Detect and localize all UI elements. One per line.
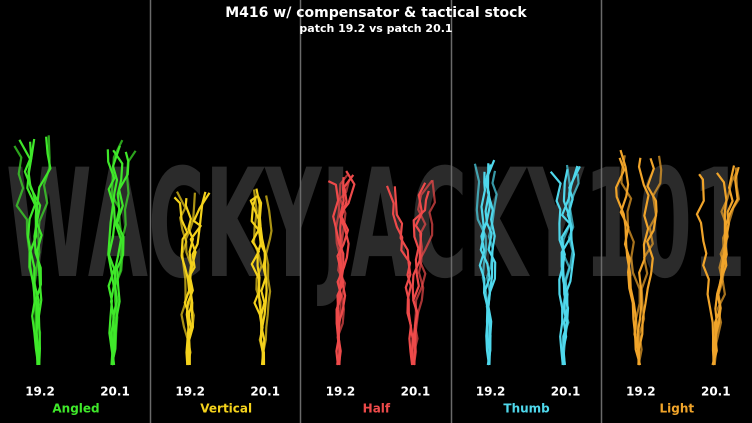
grip-label: Light: [659, 402, 694, 416]
spray-line: [620, 155, 641, 366]
spray-line: [262, 195, 273, 366]
dividers: [149, 0, 603, 423]
spray-line: [695, 173, 716, 366]
grip-label: Half: [363, 402, 391, 416]
spray-patterns: [13, 135, 741, 366]
spray-line: [393, 186, 415, 366]
spray-line: [110, 149, 124, 366]
spray-group: [385, 179, 436, 366]
spray-group: [473, 159, 498, 366]
spray-group: [695, 165, 741, 366]
spray-line: [173, 196, 191, 366]
patch-label: 20.1: [250, 385, 280, 399]
spray-group: [106, 139, 137, 366]
spray-group: [549, 164, 581, 366]
spray-line: [110, 150, 137, 366]
spray-line: [327, 180, 345, 366]
patch-label: 20.1: [401, 385, 431, 399]
spray-group: [614, 149, 663, 366]
spray-group: [327, 170, 356, 366]
grip-label: Angled: [52, 402, 99, 416]
spray-line: [637, 157, 658, 366]
spray-line: [27, 141, 43, 366]
spray-line: [18, 139, 40, 366]
spray-line: [619, 149, 642, 366]
grip-label: Thumb: [503, 402, 550, 416]
spray-line: [33, 135, 51, 366]
patch-label: 20.1: [100, 385, 130, 399]
spray-line: [385, 185, 414, 366]
grip-label: Vertical: [200, 402, 252, 416]
patch-label: 19.2: [626, 385, 656, 399]
spray-line: [636, 157, 650, 366]
spray-group: [249, 188, 273, 366]
spray-line: [549, 170, 566, 366]
spray-line: [561, 168, 576, 366]
spray-line: [106, 149, 116, 366]
spray-line: [176, 191, 190, 366]
patch-label: 20.1: [701, 385, 731, 399]
subtitle: patch 19.2 vs patch 20.1: [299, 22, 452, 35]
spray-group: [173, 191, 211, 366]
spray-group: [13, 135, 52, 366]
patch-label: 19.2: [476, 385, 506, 399]
patch-label: 19.2: [175, 385, 205, 399]
spray-line: [411, 182, 427, 366]
patch-label: 19.2: [25, 385, 55, 399]
patch-label: 20.1: [551, 385, 581, 399]
spray-line: [412, 179, 436, 366]
patch-label: 19.2: [326, 385, 356, 399]
title: M416 w/ compensator & tactical stock: [225, 5, 527, 21]
spray-line: [712, 172, 728, 366]
spray-line: [250, 196, 267, 366]
spray-line: [484, 159, 497, 366]
